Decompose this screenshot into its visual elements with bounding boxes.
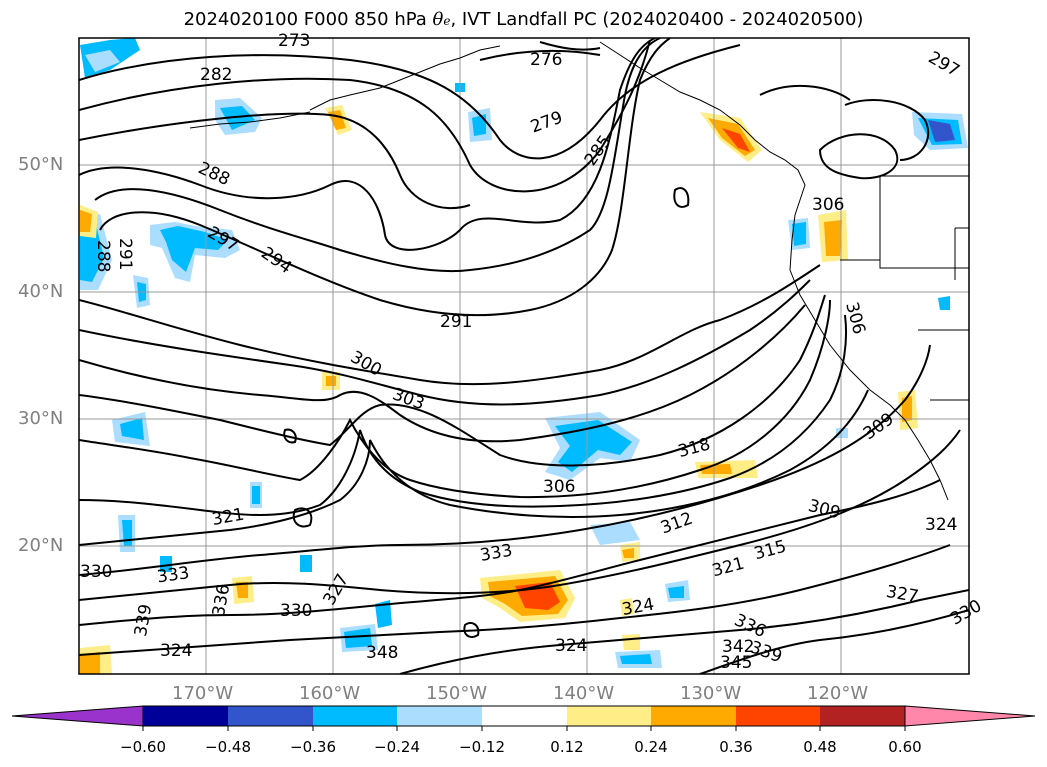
theta-e-contours [79, 38, 969, 674]
colorbar-segment [820, 706, 905, 726]
contour-label: 276 [530, 50, 562, 70]
colorbar-tick: 0.36 [719, 738, 753, 756]
lon-label-170w: 170°W [172, 683, 234, 704]
colorbar-tick: −0.48 [205, 738, 251, 756]
colorbar-segment [651, 706, 736, 726]
colorbar-tick: 0.12 [550, 738, 584, 756]
colorbar-tick: −0.36 [290, 738, 336, 756]
colorbar-tick: 0.48 [803, 738, 837, 756]
lon-label-150w: 150°W [426, 683, 488, 704]
lon-label-140w: 140°W [553, 683, 615, 704]
colorbar-segment [313, 706, 397, 726]
contour-label: 288 [93, 240, 113, 272]
colorbar-segment [228, 706, 313, 726]
contour-label: 291 [115, 238, 135, 270]
lon-label-120w: 120°W [807, 683, 869, 704]
graticule [79, 38, 969, 674]
contour-label: 282 [200, 65, 232, 85]
colorbar-tick: −0.24 [374, 738, 420, 756]
contour-label: 333 [156, 563, 191, 587]
colorbar-segment [143, 706, 228, 726]
colorbar-tick: −0.60 [120, 738, 166, 756]
colorbar-tick: −0.12 [459, 738, 505, 756]
contour-label: 273 [278, 31, 310, 51]
contour-label: 324 [160, 641, 192, 661]
colorbar-tick: 0.60 [888, 738, 922, 756]
colorbar [11, 705, 1036, 731]
lat-label-30n: 30°N [18, 408, 64, 429]
colorbar-segment [482, 706, 567, 726]
negative-anomaly-patches [80, 38, 968, 668]
colorbar-segment [736, 706, 820, 726]
colorbar-segment [397, 706, 482, 726]
lat-label-40n: 40°N [18, 281, 64, 302]
contour-label: 330 [280, 601, 312, 621]
map-frame [78, 37, 970, 675]
colorbar-frame [142, 705, 906, 727]
contour-label: 342 [722, 637, 754, 657]
contour-label: 345 [720, 653, 752, 673]
contour-label: 348 [366, 643, 398, 663]
colorbar-extend-low [11, 705, 144, 727]
contour-label: 330 [80, 562, 112, 582]
contour-label: 306 [812, 195, 844, 215]
colorbar-tick: 0.24 [634, 738, 668, 756]
contour-label: 324 [555, 636, 587, 656]
contour-label: 306 [543, 477, 575, 497]
lon-label-130w: 130°W [680, 683, 742, 704]
lat-label-20n: 20°N [18, 535, 64, 556]
lon-label-160w: 160°W [299, 683, 361, 704]
contour-label: 291 [440, 312, 472, 332]
contour-label: 324 [925, 515, 957, 535]
colorbar-segment [567, 706, 651, 726]
map-title: 2024020100 F000 850 hPa θe, IVT Landfall… [183, 9, 864, 30]
colorbar-extend-high [904, 705, 1036, 727]
lat-label-50n: 50°N [18, 154, 64, 175]
map-content [79, 38, 969, 674]
